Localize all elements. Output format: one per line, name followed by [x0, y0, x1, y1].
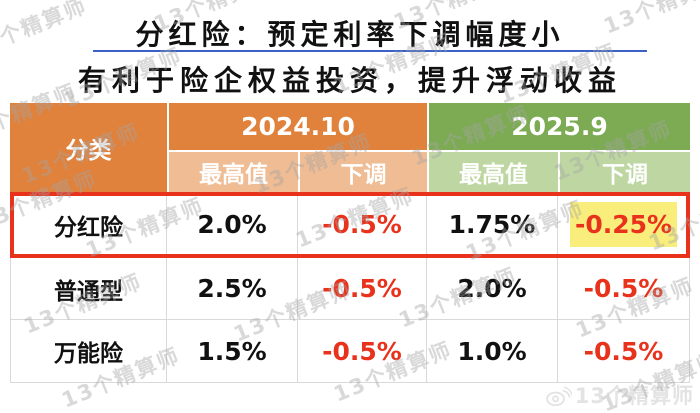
table-row-cell-category: 普通型 [10, 258, 167, 320]
table-row-cell-value: 1.5% [167, 320, 298, 383]
title-divider [93, 50, 647, 52]
rate-table: 分类 2024.10 2025.9 最高值 下调 最高值 下调 分红险 2.0%… [10, 103, 690, 383]
column-header-max-2024: 最高值 [167, 150, 298, 192]
column-header-cut-2025: 下调 [558, 150, 690, 192]
table-row-cell-value: -0.5% [298, 192, 427, 258]
table-row-cell-value: -0.5% [298, 320, 427, 383]
column-header-period-2025: 2025.9 [427, 103, 690, 150]
brand-footer: 13个精算师 [545, 380, 694, 410]
column-header-max-2025: 最高值 [427, 150, 558, 192]
brand-name: 13个精算师 [574, 384, 694, 408]
highlight-cell-background [570, 202, 677, 247]
table-row-cell-category: 万能险 [10, 320, 167, 383]
page-subtitle: 有利于险企权益投资，提升浮动收益 [77, 64, 622, 97]
table-row-cell-value: -0.5% [558, 258, 690, 320]
table-row-cell-category: 分红险 [10, 192, 167, 258]
column-header-period-2024: 2024.10 [167, 103, 427, 150]
highlighted-value: -0.25% [574, 210, 673, 239]
table-row-cell-value: 2.0% [167, 192, 298, 258]
weibo-icon [545, 384, 572, 407]
table-row-cell-value: -0.5% [558, 320, 690, 383]
table-row-cell-value: 1.75% [427, 192, 558, 258]
column-header-category: 分类 [10, 103, 167, 192]
table-row-cell-value-highlighted: -0.25% [558, 192, 690, 258]
column-header-cut-2024: 下调 [298, 150, 427, 192]
table-row-cell-value: 2.0% [427, 258, 558, 320]
table-row-cell-value: -0.5% [298, 258, 427, 320]
table-row-cell-value: 2.5% [167, 258, 298, 320]
table-row-cell-value: 1.0% [427, 320, 558, 383]
page-title: 分红险：预定利率下调幅度小 [135, 18, 565, 51]
